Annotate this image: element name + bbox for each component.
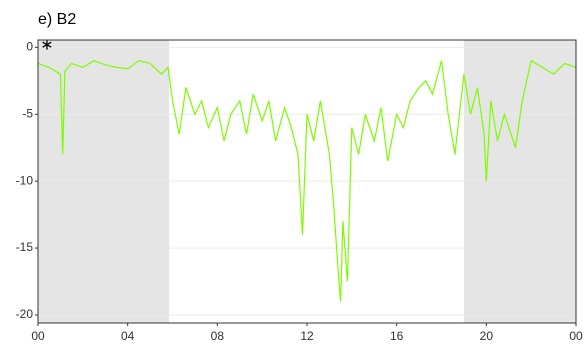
x-tick-label: 12 bbox=[300, 329, 314, 343]
y-tick-label: -5 bbox=[22, 106, 33, 120]
y-tick-label: -10 bbox=[16, 173, 34, 187]
x-tick-label: 20 bbox=[480, 329, 494, 343]
x-tick-label: 08 bbox=[211, 329, 225, 343]
chart-title: e) B2 bbox=[38, 11, 76, 28]
plot-border bbox=[37, 39, 577, 324]
data-line bbox=[37, 59, 577, 302]
x-tick-label: 16 bbox=[390, 329, 404, 343]
x-tick-label: 00 bbox=[569, 329, 583, 343]
star-marker bbox=[42, 39, 52, 50]
y-tick-label: -20 bbox=[16, 307, 34, 321]
x-tick-label: 00 bbox=[31, 329, 45, 343]
y-tick-label: 0 bbox=[26, 40, 33, 54]
x-tick-label: 04 bbox=[121, 329, 135, 343]
y-tick-label: -15 bbox=[16, 240, 34, 254]
